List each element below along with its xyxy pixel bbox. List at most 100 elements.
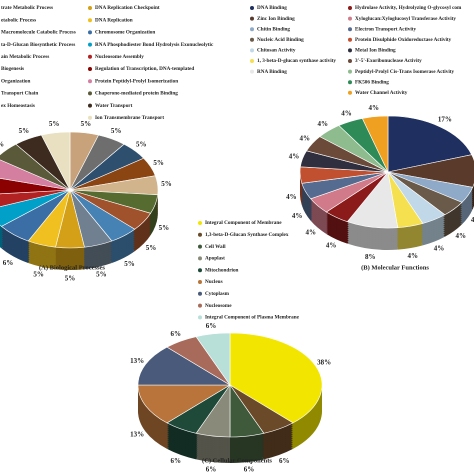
value-label: 5% — [33, 271, 44, 279]
value-label: 38% — [317, 359, 331, 367]
legend-label: Nucleus — [205, 279, 223, 285]
value-label: 5% — [65, 274, 76, 282]
legend-swatch — [250, 59, 254, 63]
slice — [387, 115, 473, 173]
legend-label: DNA Replication Checkpoint — [95, 5, 160, 11]
legend-label: Nucleic Acid Binding — [257, 37, 304, 43]
legend-swatch — [88, 79, 92, 84]
legend-label: ain Metabolic Process — [1, 54, 49, 60]
legend-label: Ion Transmembrane Transport — [95, 115, 164, 121]
legend-label: ta-D-Glucan Biosynthetic Process — [1, 42, 75, 48]
value-label: 4% — [434, 244, 445, 252]
legend-swatch — [88, 67, 92, 71]
chart-title: (C) Cellular Components — [202, 457, 272, 464]
legend-label: Chitosan Activity — [257, 48, 296, 54]
legend-label: Integral Component of Membrane — [205, 220, 282, 226]
legend-label: 3'-5'-Exoribonuclease Activity — [355, 58, 422, 64]
value-label: 4% — [318, 120, 329, 128]
legend-swatch — [348, 59, 352, 63]
legend-swatch — [250, 69, 254, 74]
legend-label: Protein Peptidyl-Prolyl Isomerization — [95, 78, 178, 84]
legend-label: Metal Ion Binding — [355, 48, 396, 54]
legend-swatch — [198, 244, 202, 249]
value-label: 5% — [124, 260, 135, 268]
legend-label: Water Channel Activity — [355, 90, 408, 96]
legend-label: Chitin Binding — [257, 26, 290, 32]
legend-swatch — [348, 16, 352, 21]
legend-label: Cytoplasm — [205, 291, 230, 297]
legend-label: Cell Wall — [205, 244, 226, 250]
legend-swatch — [348, 6, 352, 10]
legend-label: Chromosome Organization — [95, 30, 155, 36]
legend-label: Biogenesis — [1, 66, 24, 72]
legend-swatch — [250, 27, 254, 32]
slice — [229, 332, 323, 424]
value-label: 4% — [368, 104, 379, 112]
legend-swatch — [250, 6, 254, 10]
value-label: 4% — [292, 212, 303, 220]
legend-swatch — [198, 303, 202, 308]
slice — [361, 115, 389, 173]
legend-swatch — [348, 90, 352, 95]
value-label: 4% — [306, 228, 317, 236]
value-label: 6% — [279, 457, 290, 465]
legend-swatch — [198, 315, 202, 320]
legend-swatch — [88, 91, 92, 96]
legend-swatch — [250, 48, 254, 53]
value-label: 5% — [111, 127, 122, 135]
legend-swatch — [348, 27, 352, 32]
legend-swatch — [88, 18, 92, 23]
value-label: 6% — [244, 465, 255, 473]
legend-swatch — [198, 256, 202, 261]
legend-swatch — [88, 30, 92, 35]
legend-swatch — [348, 37, 352, 42]
legend-label: Water Transport — [95, 103, 133, 109]
value-label: 6% — [3, 259, 14, 267]
legend-swatch — [348, 69, 352, 74]
value-label: 4% — [341, 109, 352, 117]
legend-swatch — [250, 37, 254, 42]
slice — [137, 346, 232, 386]
legend-swatch — [88, 115, 92, 120]
value-label: 5% — [136, 140, 147, 148]
legend-label: Regulation of Transcription, DNA-templat… — [95, 66, 194, 72]
legend-label: 1,3-beta-D-Glucan Synthase Complex — [205, 232, 289, 238]
legend-swatch — [88, 6, 92, 10]
slice — [40, 131, 71, 191]
legend-swatch — [198, 280, 202, 284]
value-label: 4% — [286, 193, 297, 201]
legend-label: Zinc Ion Binding — [257, 16, 295, 22]
legend-label: Transport Chain — [1, 91, 38, 97]
legend-swatch — [198, 291, 202, 296]
value-label: 6% — [206, 322, 217, 330]
legend-label: RNA Phosphodiester Bond Hydrolysis Exonu… — [95, 42, 214, 48]
value-label: 6% — [206, 465, 217, 473]
legend-label: etabolic Process — [1, 17, 36, 23]
legend-swatch — [198, 268, 202, 273]
value-label: 17% — [438, 116, 452, 124]
value-label: 6% — [171, 330, 182, 338]
legend-label: Protein Disulphide Oxidoreductase Activi… — [355, 37, 452, 43]
legend-label: 1, 3-beta-D-glucan synthase activity — [257, 58, 336, 64]
value-label: 4% — [300, 135, 311, 143]
legend-label: Organization — [1, 78, 31, 84]
value-label: 5% — [81, 120, 92, 128]
legend-label: Chaperone-mediated protein Binding — [95, 91, 178, 97]
slice — [137, 384, 232, 424]
value-label: 5% — [153, 159, 164, 167]
legend-label: Electron Transport Activity — [355, 26, 416, 32]
value-label: 8% — [365, 253, 376, 261]
value-label: 6% — [171, 457, 182, 465]
value-label: 4% — [455, 232, 466, 240]
legend-label: Apoplast — [205, 256, 225, 262]
legend-swatch — [88, 54, 92, 59]
legend-swatch — [88, 103, 92, 108]
value-label: 4% — [408, 252, 419, 260]
value-label: 5% — [19, 127, 30, 135]
legend-label: RNA Binding — [257, 69, 287, 75]
value-label: 4% — [326, 242, 337, 250]
legend-label: FK506 Binding — [355, 79, 389, 85]
value-label: 5% — [146, 244, 157, 252]
slice — [0, 189, 71, 227]
